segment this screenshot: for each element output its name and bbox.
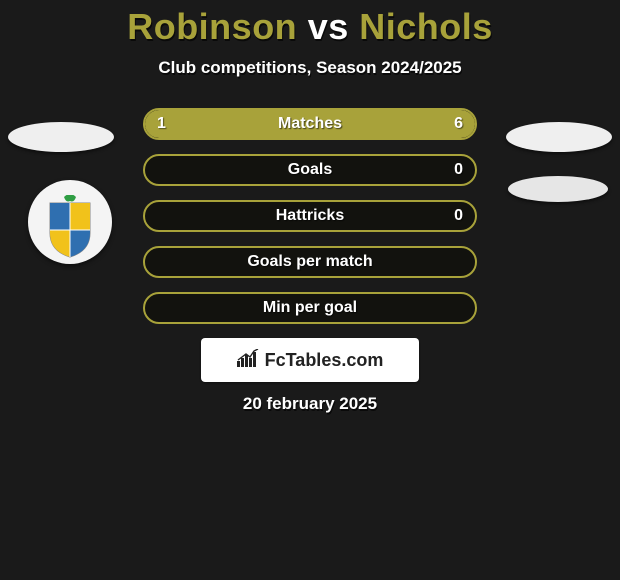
player1-club-crest xyxy=(28,180,112,264)
branding-badge[interactable]: FcTables.com xyxy=(201,338,419,382)
stat-label: Matches xyxy=(145,110,475,138)
bars-icon xyxy=(237,349,259,372)
stat-row: Min per goal xyxy=(143,292,477,324)
club-shield-icon xyxy=(48,195,92,249)
stat-value-right: 0 xyxy=(454,202,463,230)
stat-row: Goals per match xyxy=(143,246,477,278)
stat-row: Matches1 6 xyxy=(143,108,477,140)
player2-club-placeholder xyxy=(508,176,608,202)
stat-label: Goals xyxy=(145,156,475,184)
stat-value-right: 6 xyxy=(454,110,463,138)
shield-q1 xyxy=(50,203,70,230)
shield-svg xyxy=(48,195,92,259)
subtitle: Club competitions, Season 2024/2025 xyxy=(0,58,620,78)
shield-q2 xyxy=(70,203,90,230)
page-title: Robinson vs Nichols xyxy=(0,6,620,48)
stat-label: Min per goal xyxy=(145,294,475,322)
comparison-card: Robinson vs Nichols Club competitions, S… xyxy=(0,0,620,414)
stat-row: Hattricks0 xyxy=(143,200,477,232)
vs-text: vs xyxy=(308,6,349,47)
stat-row: Goals0 xyxy=(143,154,477,186)
stat-label: Hattricks xyxy=(145,202,475,230)
date-text: 20 february 2025 xyxy=(0,394,620,414)
player2-name: Nichols xyxy=(359,6,493,47)
stat-value-right: 0 xyxy=(454,156,463,184)
stat-value-left: 1 xyxy=(157,110,166,138)
stat-label: Goals per match xyxy=(145,248,475,276)
player1-name: Robinson xyxy=(127,6,297,47)
player2-avatar-placeholder xyxy=(506,122,612,152)
branding-text: FcTables.com xyxy=(265,350,384,371)
shield-plume xyxy=(64,195,76,202)
stat-rows: Matches16Goals0Hattricks0Goals per match… xyxy=(143,108,477,324)
player1-avatar-placeholder xyxy=(8,122,114,152)
